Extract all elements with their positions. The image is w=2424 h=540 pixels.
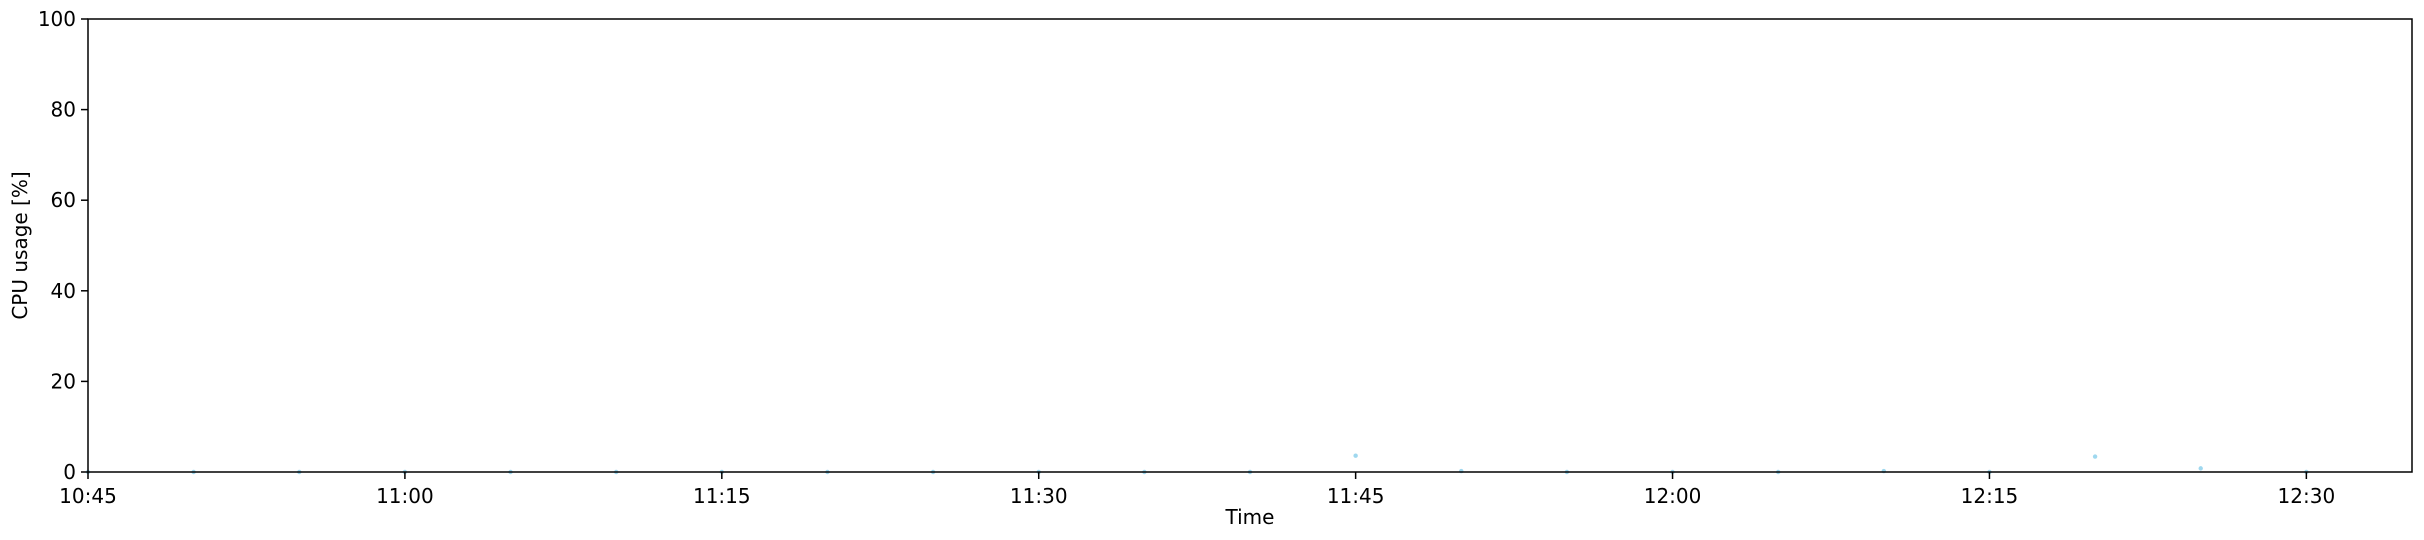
y-axis: 0 20 40 60 80 100 [38, 7, 88, 484]
y-tick-label: 80 [51, 98, 76, 122]
x-tick-label: 11:30 [1010, 484, 1068, 508]
y-axis-label: CPU usage [%] [8, 171, 32, 319]
x-tick-label: 12:30 [2278, 484, 2336, 508]
y-tick-label: 0 [63, 460, 76, 484]
x-tick-label: 12:00 [1644, 484, 1702, 508]
x-axis-label: Time [1225, 505, 1275, 529]
data-point [1353, 453, 1358, 458]
plot-area [87, 18, 2413, 473]
y-tick-label: 100 [38, 7, 76, 31]
y-tick-label: 20 [51, 369, 76, 393]
x-tick-label: 11:45 [1327, 484, 1385, 508]
y-tick-label: 40 [51, 279, 76, 303]
y-tick-label: 60 [51, 188, 76, 212]
x-tick-label: 10:45 [59, 484, 117, 508]
data-points [85, 453, 2309, 475]
data-point [2092, 454, 2098, 459]
x-axis: 10:45 11:00 11:15 11:30 11:45 12:00 12:15 12:30 [59, 472, 2335, 508]
data-point [2198, 466, 2203, 471]
x-tick-label: 12:15 [1961, 484, 2019, 508]
x-tick-label: 11:15 [693, 484, 751, 508]
x-tick-label: 11:00 [376, 484, 434, 508]
